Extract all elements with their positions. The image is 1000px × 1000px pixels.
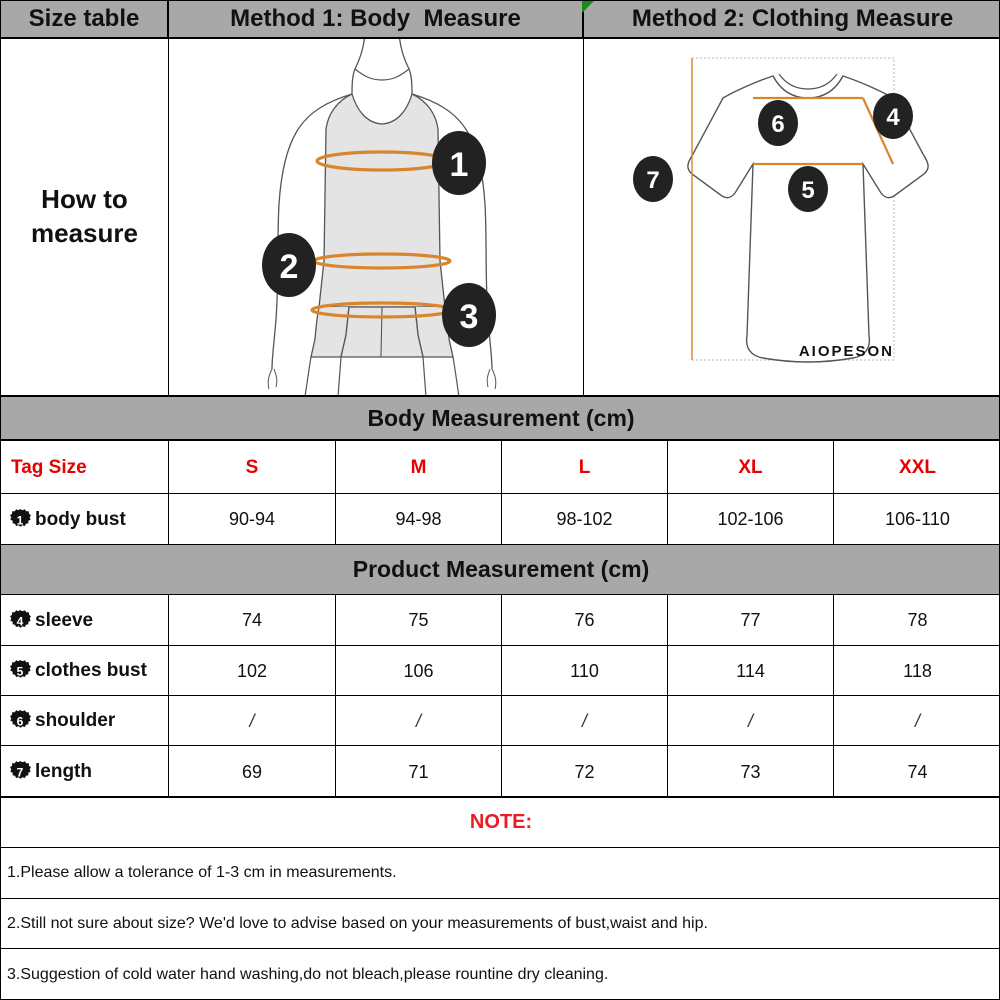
svg-text:2: 2 xyxy=(280,248,299,286)
svg-text:6: 6 xyxy=(771,111,784,138)
svg-text:6: 6 xyxy=(17,715,24,729)
svg-text:AIOPESON: AIOPESON xyxy=(799,343,894,360)
svg-text:3: 3 xyxy=(460,298,479,336)
svg-text:1: 1 xyxy=(17,513,24,527)
svg-text:4: 4 xyxy=(886,104,900,131)
svg-text:5: 5 xyxy=(801,177,814,204)
svg-text:1: 1 xyxy=(450,146,469,184)
svg-text:5: 5 xyxy=(17,665,24,679)
svg-text:7: 7 xyxy=(646,167,659,194)
svg-text:7: 7 xyxy=(17,766,24,780)
svg-text:4: 4 xyxy=(17,614,24,628)
